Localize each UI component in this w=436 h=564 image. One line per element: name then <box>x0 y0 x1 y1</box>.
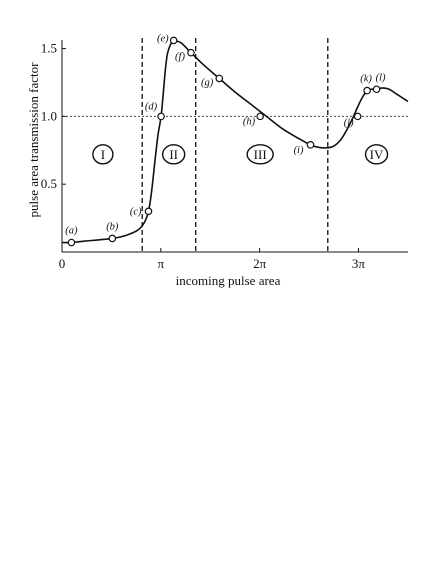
y-tick-label-3: 1.5 <box>41 41 57 56</box>
region-boundary-layer <box>141 38 329 252</box>
point-label-3: (c) <box>130 206 142 217</box>
point-label-6: (f) <box>175 52 185 63</box>
region-label-2: II <box>169 147 178 162</box>
point-marker-4 <box>157 112 165 121</box>
point-label-5: (e) <box>157 33 169 44</box>
region-circle-2 <box>161 144 186 165</box>
y-tick-label-1: 0.5 <box>41 176 57 191</box>
x-axis-label: incoming pulse area <box>176 273 281 288</box>
point-marker-6 <box>187 48 195 57</box>
region-circle-3 <box>246 144 274 165</box>
y-tick-label-2: 1.0 <box>41 108 57 123</box>
point-label-10: (j) <box>344 117 354 128</box>
y-axis-label: pulse area transmission factor <box>26 62 41 218</box>
point-label-4: (d) <box>145 101 158 112</box>
point-marker-layer: (a) (b) (c) (d) (e) (f) (g) (h) (i) (j) (k) (l) <box>65 33 386 247</box>
point-marker-3 <box>144 207 153 216</box>
region-label-4: IV <box>370 147 384 162</box>
point-label-9: (i) <box>294 145 304 156</box>
point-label-2: (b) <box>106 221 119 232</box>
point-marker-11 <box>363 86 371 95</box>
point-label-1: (a) <box>65 226 78 237</box>
x-tick-label-2: π <box>158 256 165 271</box>
region-label-1: I <box>101 147 105 162</box>
point-label-8: (h) <box>243 116 256 127</box>
curve-layer <box>61 39 409 244</box>
point-label-11: (k) <box>360 74 372 85</box>
point-marker-2 <box>108 234 117 243</box>
point-label-12: (l) <box>376 72 386 83</box>
point-marker-9 <box>306 141 315 149</box>
point-label-7: (g) <box>201 77 214 88</box>
x-tick-label-4: 3π <box>352 256 366 271</box>
point-marker-5 <box>169 36 178 45</box>
tick-layer: 0 π 2π 3π 0.5 1.0 1.5 <box>41 41 366 271</box>
point-marker-7 <box>215 74 224 83</box>
region-circle-4 <box>364 144 389 165</box>
series-line-1 <box>61 39 409 244</box>
region-label-3: III <box>254 147 267 162</box>
axes-frame <box>61 40 408 253</box>
point-marker-8 <box>256 112 264 121</box>
point-marker-1 <box>67 238 76 247</box>
point-marker-10 <box>353 112 362 121</box>
x-tick-label-3: 2π <box>253 256 267 271</box>
point-marker-12 <box>372 85 381 94</box>
region-label-layer: I II III IV <box>92 144 389 165</box>
region-circle-1 <box>92 144 114 165</box>
x-tick-label-1: 0 <box>59 256 66 271</box>
